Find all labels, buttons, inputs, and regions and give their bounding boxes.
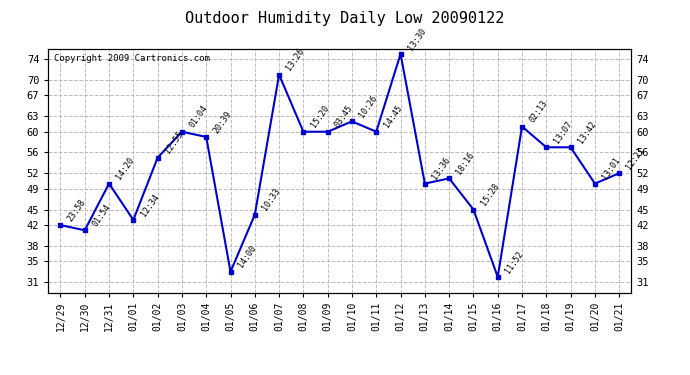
Text: 12:55: 12:55 — [163, 130, 185, 156]
Text: 13:42: 13:42 — [576, 120, 598, 145]
Text: 14:20: 14:20 — [115, 156, 137, 182]
Text: Copyright 2009 Cartronics.com: Copyright 2009 Cartronics.com — [54, 54, 210, 63]
Text: 13:01: 13:01 — [600, 156, 622, 182]
Text: 13:36: 13:36 — [431, 156, 452, 182]
Text: 11:52: 11:52 — [503, 249, 525, 275]
Text: 12:34: 12:34 — [139, 192, 161, 218]
Text: 14:45: 14:45 — [382, 104, 404, 129]
Text: 14:00: 14:00 — [236, 244, 258, 270]
Text: 13:07: 13:07 — [552, 120, 573, 145]
Text: 01:54: 01:54 — [90, 202, 112, 228]
Text: 12:21: 12:21 — [624, 146, 647, 171]
Text: 02:13: 02:13 — [528, 99, 549, 124]
Text: 10:33: 10:33 — [260, 187, 282, 213]
Text: 01:04: 01:04 — [188, 104, 209, 129]
Text: Outdoor Humidity Daily Low 20090122: Outdoor Humidity Daily Low 20090122 — [186, 11, 504, 26]
Text: 20:39: 20:39 — [212, 109, 233, 135]
Text: 10:26: 10:26 — [357, 93, 380, 119]
Text: 23:58: 23:58 — [66, 197, 88, 223]
Text: 13:26: 13:26 — [285, 47, 306, 72]
Text: 15:20: 15:20 — [309, 104, 331, 129]
Text: 18:16: 18:16 — [455, 151, 476, 176]
Text: 15:28: 15:28 — [479, 182, 501, 207]
Text: 13:30: 13:30 — [406, 26, 428, 52]
Text: 03:45: 03:45 — [333, 104, 355, 129]
